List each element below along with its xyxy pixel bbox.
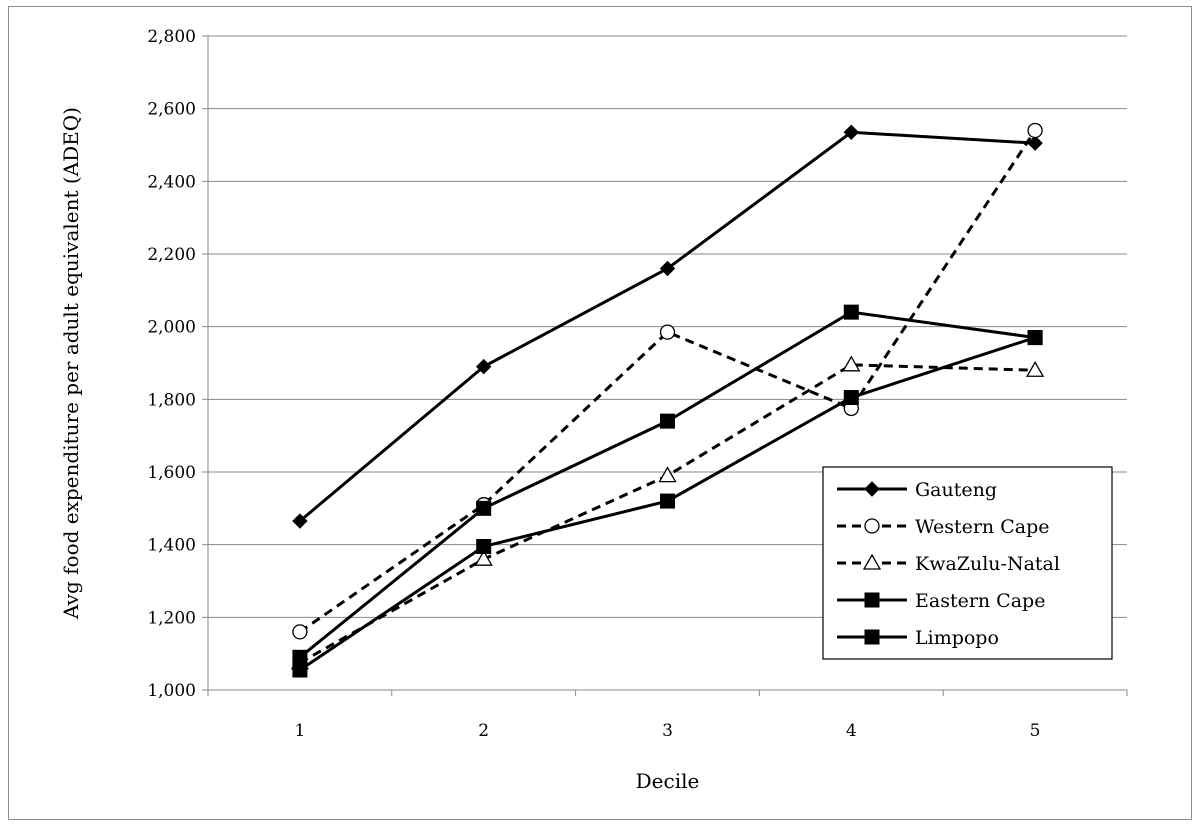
data-point-kwazulu-natal xyxy=(660,468,676,482)
legend-marker xyxy=(865,593,879,607)
y-tick-label: 2,000 xyxy=(147,318,196,338)
data-point-kwazulu-natal xyxy=(1027,362,1043,376)
data-point-western-cape xyxy=(1028,123,1042,137)
data-point-limpopo xyxy=(661,494,675,508)
data-point-limpopo xyxy=(477,539,491,553)
x-tick-label: 5 xyxy=(1030,721,1041,741)
data-point-limpopo xyxy=(844,391,858,405)
data-point-eastern-cape xyxy=(477,501,491,515)
y-tick-label: 1,800 xyxy=(147,390,196,410)
legend: Gauteng Western Cape KwaZulu-Natal Eastern … xyxy=(823,467,1112,659)
y-tick-label: 1,600 xyxy=(147,463,196,483)
legend-label: KwaZulu-Natal xyxy=(915,553,1060,575)
legend-label: Eastern Cape xyxy=(915,590,1045,612)
y-tick-label: 1,400 xyxy=(147,536,196,556)
x-tick-label: 3 xyxy=(662,721,673,741)
y-tick-label: 1,000 xyxy=(147,681,196,701)
data-point-eastern-cape xyxy=(844,305,858,319)
data-point-limpopo xyxy=(1028,331,1042,345)
legend-marker xyxy=(865,519,879,533)
y-axis-title: Avg food expenditure per adult equivalen… xyxy=(59,107,83,620)
y-tick-label: 2,200 xyxy=(147,245,196,265)
data-point-eastern-cape xyxy=(661,414,675,428)
x-tick-label: 4 xyxy=(846,721,857,741)
x-tick-label: 2 xyxy=(478,721,489,741)
x-tick-labels: 1 2 3 4 5 xyxy=(294,721,1040,741)
data-point-limpopo xyxy=(293,663,307,677)
y-tick-label: 2,400 xyxy=(147,172,196,192)
legend-label: Western Cape xyxy=(915,516,1049,538)
data-point-eastern-cape xyxy=(293,650,307,664)
x-tick-label: 1 xyxy=(294,721,305,741)
data-point-western-cape xyxy=(661,325,675,339)
y-tick-label: 2,800 xyxy=(147,27,196,47)
y-tick-labels: 1,000 1,200 1,400 1,600 1,800 2,000 2,200 2,400… xyxy=(147,27,196,701)
y-tick-label: 2,600 xyxy=(147,100,196,120)
legend-marker xyxy=(865,630,879,644)
y-tick-label: 1,200 xyxy=(147,608,196,628)
legend-label: Gauteng xyxy=(915,479,997,501)
x-axis-title: Decile xyxy=(636,769,700,793)
legend-label: Limpopo xyxy=(915,627,999,649)
data-point-western-cape xyxy=(293,625,307,639)
